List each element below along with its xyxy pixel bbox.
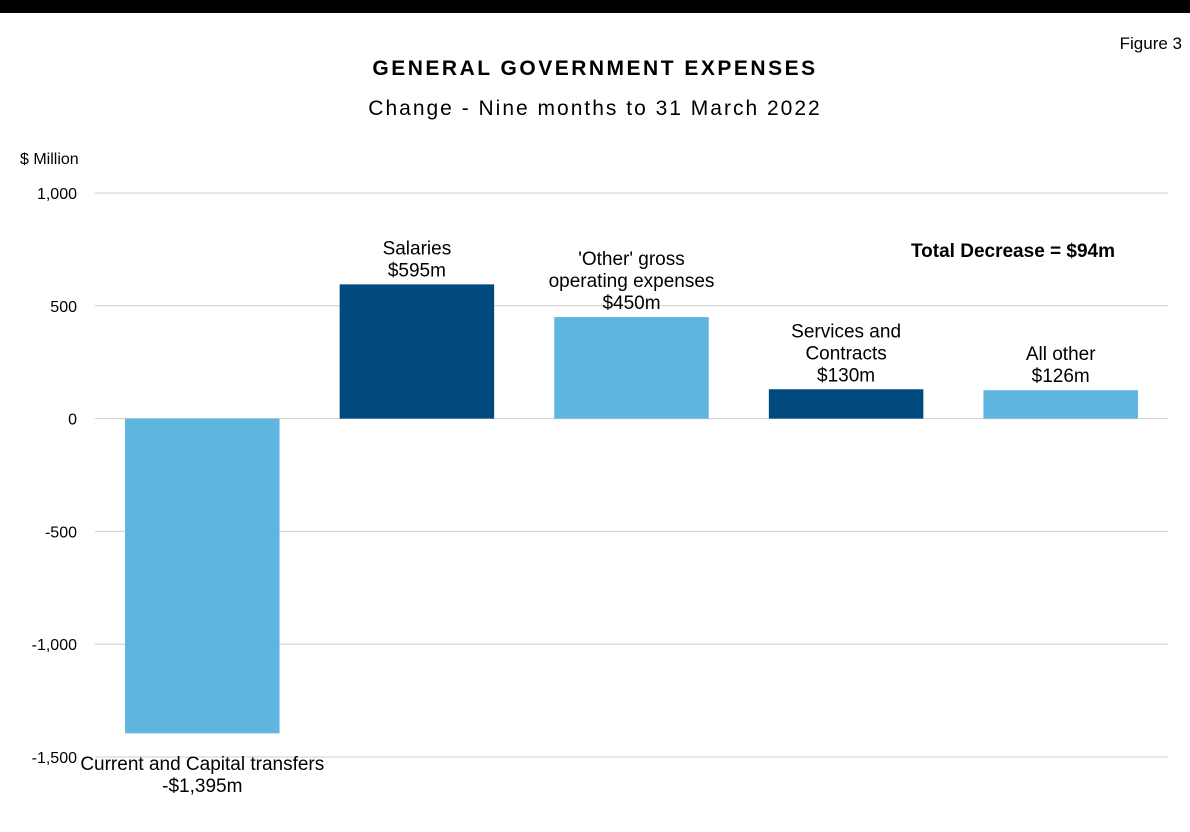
figure-label: Figure 3 — [1119, 34, 1182, 53]
y-tick-label: 500 — [50, 299, 77, 316]
data-label: -$1,395m — [162, 776, 242, 797]
data-label: 'Other' gross — [578, 249, 685, 270]
bar — [125, 418, 280, 734]
bar — [768, 389, 924, 419]
data-label: $450m — [602, 293, 660, 314]
chart-title: GENERAL GOVERNMENT EXPENSES — [372, 57, 818, 80]
bars — [125, 284, 1138, 734]
data-label: operating expenses — [549, 271, 715, 292]
bar — [554, 317, 709, 419]
data-label: Current and Capital transfers — [80, 754, 324, 775]
data-label: Contracts — [805, 343, 886, 364]
data-label: $126m — [1032, 366, 1090, 387]
y-tick-label: -1,000 — [32, 637, 77, 654]
top-rule — [0, 0, 1190, 13]
bar — [339, 284, 495, 419]
data-label: $595m — [388, 260, 446, 281]
data-label: $130m — [817, 365, 875, 386]
data-labels: Current and Capital transfers-$1,395m Sal… — [80, 238, 1096, 797]
y-tick-label: -1,500 — [32, 750, 77, 767]
data-label: Services and — [791, 321, 901, 342]
y-axis-label: $ Million — [20, 151, 79, 168]
total-annotation: Total Decrease = $94m — [911, 241, 1115, 262]
chart-subtitle: Change - Nine months to 31 March 2022 — [368, 97, 822, 120]
data-label: All other — [1026, 344, 1096, 365]
bar — [983, 390, 1138, 419]
y-tick-labels: 1,000 500 0 -500 -1,000 -1,500 — [32, 186, 77, 767]
y-tick-label: -500 — [45, 524, 77, 541]
y-tick-label: 0 — [68, 412, 77, 429]
data-label: Salaries — [383, 238, 452, 259]
y-tick-label: 1,000 — [37, 186, 77, 203]
